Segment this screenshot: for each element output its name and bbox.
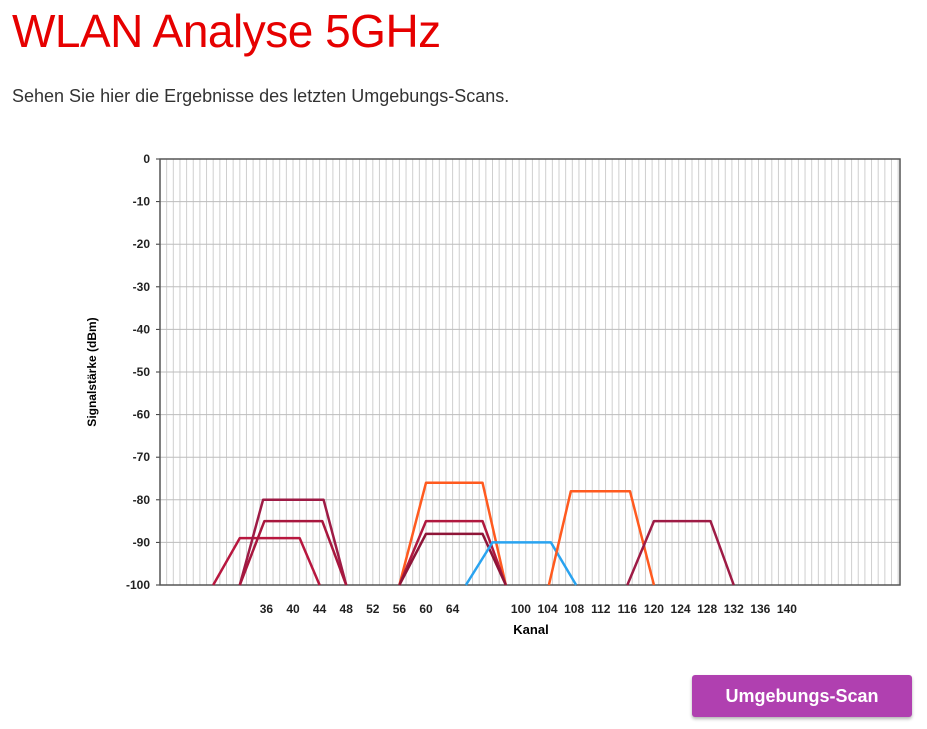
x-tick-label: 108 — [564, 602, 584, 616]
y-tick-label: -90 — [133, 535, 151, 549]
signal-line — [464, 541, 578, 586]
x-tick-label: 44 — [313, 602, 327, 616]
y-tick-label: -30 — [133, 280, 151, 294]
y-tick-label: -80 — [133, 493, 151, 507]
x-tick-label: 112 — [591, 602, 611, 616]
y-tick-label: -100 — [126, 578, 150, 592]
x-tick-label: 60 — [419, 602, 433, 616]
y-tick-label: -70 — [133, 450, 151, 464]
chart: Signalstärke (dBm) Kanal 0 -10 -20 -30 -40 -5… — [85, 152, 901, 637]
x-tick-label: 36 — [260, 602, 274, 616]
x-tick-label: 124 — [671, 602, 691, 616]
y-axis-label: Signalstärke (dBm) — [85, 317, 99, 426]
plot-frame — [159, 158, 901, 586]
signal-line — [626, 519, 735, 586]
y-tick-label: 0 — [143, 152, 150, 166]
x-tick-label: 52 — [366, 602, 380, 616]
y-tick-label: -10 — [133, 195, 151, 209]
x-tick-label: 100 — [511, 602, 531, 616]
y-tick-label: -40 — [133, 322, 151, 336]
x-tick-label: 140 — [777, 602, 797, 616]
signal-line — [547, 490, 656, 586]
y-tick-label: -20 — [133, 237, 151, 251]
x-tick-label: 116 — [618, 602, 638, 616]
x-tick-label: 120 — [644, 602, 664, 616]
scan-button[interactable]: Umgebungs-Scan — [692, 675, 912, 717]
x-axis-label: Kanal — [513, 622, 548, 637]
y-tick-label: -60 — [133, 408, 151, 422]
x-tick-label: 48 — [340, 602, 354, 616]
y-tick-label: -50 — [133, 365, 151, 379]
signal-line — [398, 481, 508, 586]
signal-line — [212, 536, 321, 586]
x-tick-label: 128 — [697, 602, 717, 616]
page-title: WLAN Analyse 5GHz — [12, 5, 441, 57]
x-tick-label: 64 — [446, 602, 460, 616]
signal-line — [238, 519, 348, 586]
signal-line — [238, 498, 348, 586]
x-tick-label: 104 — [538, 602, 558, 616]
page-description: Sehen Sie hier die Ergebnisse des letzte… — [12, 86, 510, 106]
x-tick-label: 136 — [750, 602, 770, 616]
signal-line — [398, 519, 507, 586]
x-tick-label: 132 — [724, 602, 744, 616]
x-tick-label: 40 — [286, 602, 300, 616]
signal-line — [398, 532, 507, 586]
x-tick-label: 56 — [393, 602, 407, 616]
